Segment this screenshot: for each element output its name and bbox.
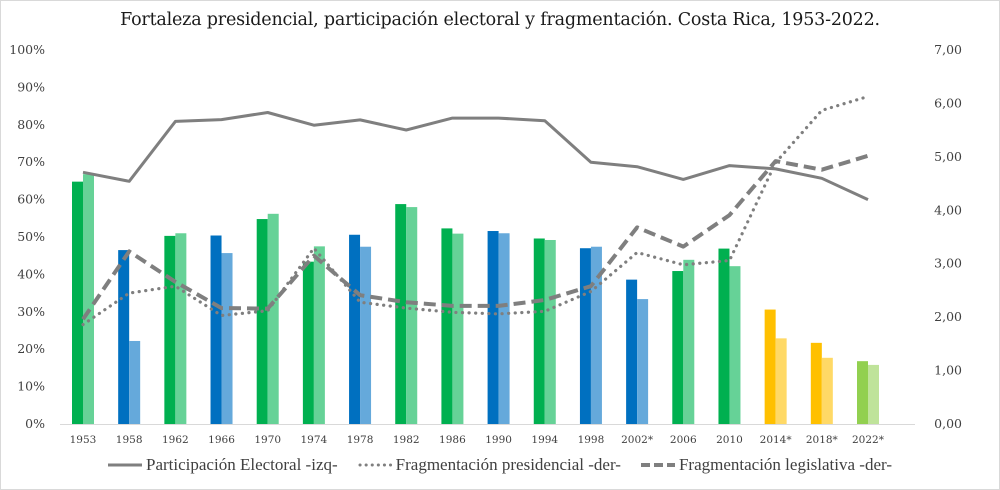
- bar-1970-a: [256, 219, 268, 424]
- bar-2018-a: [810, 342, 822, 424]
- participation-line: [82, 111, 869, 201]
- x-tick-label: 2022*: [852, 434, 885, 446]
- y-left-tick-label: 0%: [25, 416, 45, 431]
- legend-item-legislative: Fragmentación legislativa -der-: [640, 455, 892, 475]
- bars: [72, 174, 879, 424]
- presidential-fragmentation-line: [81, 94, 870, 327]
- y-left-tick-label: 50%: [17, 229, 45, 244]
- bar-1982-b: [406, 207, 418, 424]
- y-left-tick-label: 70%: [17, 154, 45, 169]
- legend-item-participation: Participación Electoral -izq-: [108, 455, 338, 475]
- y-left-tick-label: 90%: [17, 79, 45, 94]
- x-tick-label: 1974: [301, 434, 328, 446]
- dotted-line-icon: [358, 463, 392, 467]
- bar-1953-b: [83, 174, 94, 424]
- x-tick-label: 1958: [116, 434, 143, 446]
- y-right-tick-label: 4,00: [934, 202, 962, 217]
- y-right-tick-label: 0,00: [934, 416, 962, 431]
- bar-1974-b: [313, 246, 325, 424]
- bar-2018-b: [821, 357, 833, 424]
- y-left-tick-label: 60%: [17, 192, 45, 207]
- y-right-tick-label: 5,00: [934, 149, 962, 164]
- bar-1978-a: [349, 234, 361, 424]
- bar-1966-a: [210, 235, 222, 424]
- bar-2010-b: [729, 266, 741, 424]
- bar-2006-a: [672, 271, 684, 424]
- y-right-tick-label: 7,00: [934, 42, 962, 57]
- y-left-tick-label: 10%: [17, 379, 45, 394]
- bar-1998-a: [579, 248, 591, 424]
- y-right-tick-label: 3,00: [934, 256, 962, 271]
- bar-2022-a: [857, 361, 868, 424]
- x-tick-label: 2018*: [806, 434, 839, 446]
- x-tick-label: 1966: [208, 434, 235, 446]
- bar-1994-a: [533, 238, 545, 424]
- x-tick-label: 2006: [670, 434, 697, 446]
- x-tick-label: 1978: [347, 434, 374, 446]
- bar-1978-b: [360, 246, 372, 424]
- bar-1962-a: [164, 235, 176, 424]
- y-right-tick-label: 6,00: [934, 95, 962, 110]
- y-left-tick-label: 40%: [17, 266, 45, 281]
- bar-1982-a: [395, 204, 407, 424]
- chart-title: Fortaleza presidencial, participación el…: [120, 10, 880, 30]
- x-tick-label: 1953: [70, 434, 97, 446]
- bar-1974-a: [302, 261, 314, 424]
- bar-2006-b: [683, 259, 695, 424]
- bar-2002-a: [626, 279, 638, 424]
- x-tick-label: 1962: [162, 434, 189, 446]
- legislative-fragmentation-line: [81, 153, 869, 321]
- bar-1962-b: [175, 233, 187, 424]
- y-axis-left: 0% 10% 20% 30% 40% 50% 60% 70% 80% 90% 100%: [9, 42, 45, 431]
- dashed-line-icon: [640, 463, 675, 467]
- y-right-tick-label: 1,00: [934, 363, 962, 378]
- y-left-tick-label: 30%: [17, 304, 45, 319]
- x-tick-label: 1982: [393, 434, 420, 446]
- bar-2022-b: [868, 364, 879, 424]
- x-tick-label: 1970: [254, 434, 281, 446]
- legend-label: Fragmentación legislativa -der-: [678, 455, 892, 474]
- y-left-tick-label: 100%: [9, 42, 45, 57]
- bar-2014-a: [764, 309, 776, 424]
- bar-1966-b: [221, 253, 233, 424]
- y-right-tick-label: 2,00: [934, 309, 962, 324]
- legend-label: Fragmentación presidencial -der-: [395, 455, 621, 474]
- bar-1994-b: [544, 239, 556, 424]
- bar-1953-a: [72, 181, 83, 424]
- bar-1990-a: [487, 231, 499, 424]
- bar-1990-b: [498, 233, 510, 424]
- x-tick-label: 2010: [716, 434, 743, 446]
- bar-2014-b: [775, 338, 787, 424]
- lines: [81, 94, 870, 327]
- legend: Participación Electoral -izq- Fragmentac…: [0, 455, 1000, 475]
- y-axis-right: 0,00 1,00 2,00 3,00 4,00 5,00 6,00 7,00: [934, 42, 962, 431]
- legend-label: Participación Electoral -izq-: [146, 455, 338, 474]
- x-tick-label: 1990: [485, 434, 512, 446]
- bar-2010-a: [718, 248, 730, 424]
- bar-1986-b: [452, 233, 464, 424]
- x-tick-label: 2002*: [621, 434, 654, 446]
- bar-1986-a: [441, 228, 453, 424]
- bar-1998-b: [590, 246, 602, 424]
- x-tick-label: 2014*: [760, 434, 793, 446]
- x-axis: 1953 1958 1962 1966 1970 1974 1978 1982 1986 1990…: [70, 434, 885, 446]
- solid-line-icon: [108, 463, 143, 467]
- legend-item-presidential: Fragmentación presidencial -der-: [358, 455, 621, 475]
- bar-1958-b: [129, 340, 141, 424]
- bar-1970-b: [267, 213, 279, 424]
- x-tick-label: 1998: [578, 434, 605, 446]
- y-left-tick-label: 80%: [17, 117, 45, 132]
- x-tick-label: 1994: [531, 434, 558, 446]
- bar-1958-a: [118, 250, 130, 424]
- x-tick-label: 1986: [439, 434, 466, 446]
- bar-2002-b: [637, 299, 649, 424]
- y-left-tick-label: 20%: [17, 341, 45, 356]
